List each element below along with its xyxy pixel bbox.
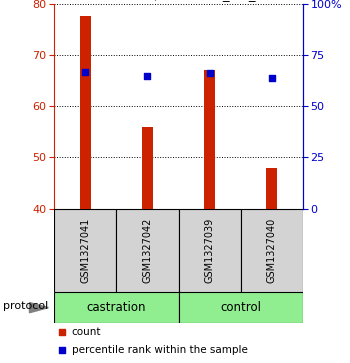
- Bar: [241, 209, 303, 292]
- Polygon shape: [29, 302, 48, 313]
- Bar: [178, 209, 241, 292]
- Text: GSM1327039: GSM1327039: [204, 218, 215, 283]
- Point: [83, 69, 88, 75]
- Bar: [54, 209, 116, 292]
- Point: [207, 70, 212, 76]
- Text: percentile rank within the sample: percentile rank within the sample: [72, 345, 247, 355]
- Text: castration: castration: [87, 301, 146, 314]
- Text: GSM1327041: GSM1327041: [80, 218, 90, 283]
- Point: [59, 347, 64, 353]
- Text: GSM1327042: GSM1327042: [142, 218, 153, 283]
- Bar: [178, 292, 303, 323]
- Point: [59, 329, 64, 335]
- Bar: [80, 16, 91, 209]
- Bar: [116, 209, 178, 292]
- Bar: [204, 70, 215, 209]
- Text: protocol: protocol: [4, 301, 49, 311]
- Bar: [142, 127, 153, 209]
- Text: GSM1327040: GSM1327040: [267, 218, 277, 283]
- Point: [145, 74, 150, 79]
- Text: control: control: [220, 301, 261, 314]
- Point: [269, 76, 274, 81]
- Title: GDS5301 / 1435759_PM_at: GDS5301 / 1435759_PM_at: [88, 0, 269, 1]
- Bar: [266, 168, 277, 209]
- Text: count: count: [72, 327, 101, 337]
- Bar: [54, 292, 178, 323]
